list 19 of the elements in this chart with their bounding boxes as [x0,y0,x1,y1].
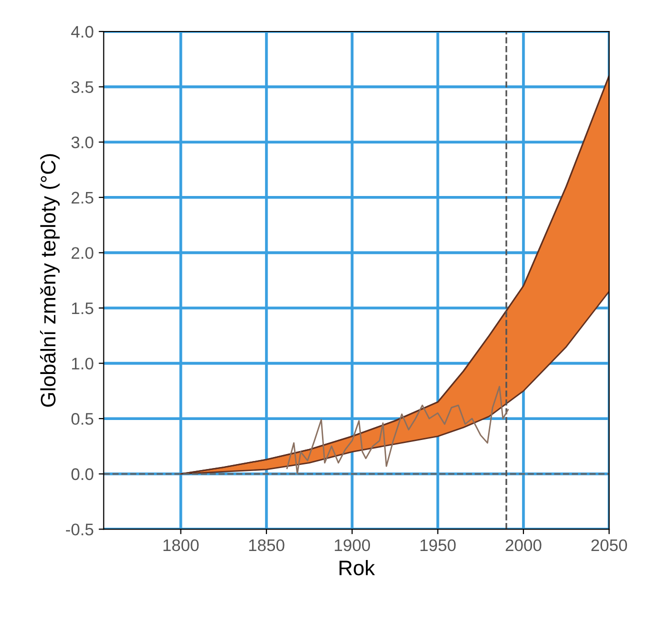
y-tick-label: 3.5 [71,81,94,94]
y-tick-label: 1.0 [72,358,94,370]
y-axis-title: Globální změny teploty (°C) [40,154,60,407]
x-tick-label: 1850 [249,539,284,552]
y-tick-label: 2.5 [72,192,94,204]
y-tick-label: 3.0 [71,136,94,148]
y-tick-label: 1.5 [72,302,94,314]
x-tick-label: 2000 [506,539,542,552]
y-tick-label: -0.5 [66,524,94,536]
x-axis-title: Rok [340,560,375,576]
y-tick-label: 0.5 [71,413,94,425]
x-tick-label: 1800 [164,539,199,552]
x-tick-label: 1950 [420,539,456,552]
y-tick-label: 0.0 [71,468,94,480]
x-tick-label: 1900 [334,539,370,552]
y-tick-label: 4.0 [71,26,94,38]
line-series [286,386,509,475]
y-tick-label: 2.0 [72,247,94,259]
x-tick-label: 2050 [591,539,628,552]
